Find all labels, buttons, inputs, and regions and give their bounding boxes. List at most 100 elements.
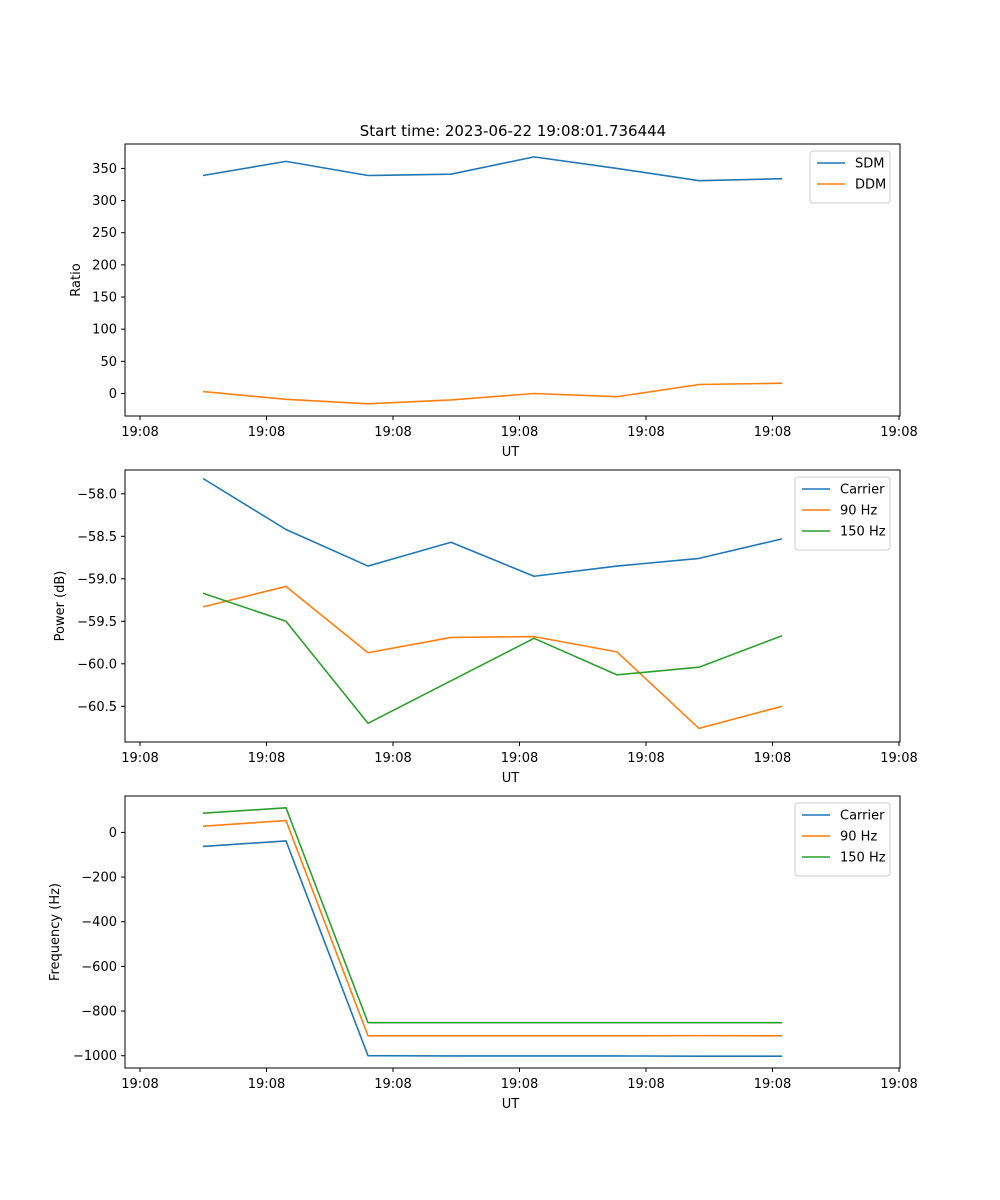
data-point-sdm <box>202 174 204 176</box>
x-tick-label: 19:08 <box>501 751 538 766</box>
data-point-150-hz <box>698 1021 700 1023</box>
data-point-ddm <box>202 390 204 392</box>
data-point-carrier <box>202 845 204 847</box>
y-axis-label: Frequency (Hz) <box>48 883 63 981</box>
axes-frame <box>124 143 901 417</box>
data-point-150-hz <box>616 674 618 676</box>
legend-label-ddm: DDM <box>855 178 886 193</box>
x-tick-label: 19:08 <box>627 425 664 440</box>
data-point-carrier <box>450 1055 452 1057</box>
legend-label-carrier: Carrier <box>840 483 885 498</box>
data-point-150-hz <box>616 1021 618 1023</box>
x-tick-label: 19:08 <box>754 425 791 440</box>
series-line-150-hz <box>202 592 783 725</box>
x-tick-label: 19:08 <box>374 1077 411 1092</box>
data-point-90-hz <box>533 1035 535 1037</box>
data-point-carrier <box>202 477 204 479</box>
data-point-150-hz <box>533 1021 535 1023</box>
data-point-carrier <box>698 1055 700 1057</box>
data-point-carrier <box>533 575 535 577</box>
x-tick-label: 19:08 <box>627 751 664 766</box>
series-line-carrier <box>202 477 783 578</box>
data-point-carrier <box>781 538 783 540</box>
data-point-90-hz <box>285 819 287 821</box>
series-line-carrier <box>202 840 782 1057</box>
data-point-sdm <box>616 167 618 169</box>
x-axis-label: UT <box>502 445 520 460</box>
x-tick-label: 19:08 <box>501 1077 538 1092</box>
y-tick-label: 200 <box>92 258 117 273</box>
data-point-carrier <box>285 840 287 842</box>
series-line-ddm <box>202 382 783 405</box>
panels: 0 50 100 150 200 250 300 350 19:08 19:08 19:08 19:0… <box>48 143 918 1112</box>
data-point-150-hz <box>285 807 287 809</box>
legend-label-sdm: SDM <box>855 157 884 172</box>
data-point-sdm <box>285 160 287 162</box>
data-point-ddm <box>367 403 369 405</box>
y-tick-label: −58.5 <box>77 530 117 545</box>
chart-panel-2: −58.0 −58.5 −59.0 −59.5 −60.0 −60.5 19:08 19:08… <box>53 469 918 786</box>
data-point-carrier <box>450 541 452 543</box>
y-tick-label: 150 <box>92 291 117 306</box>
y-tick-label: 350 <box>92 162 117 177</box>
x-tick-label: 19:08 <box>121 425 158 440</box>
data-point-carrier <box>781 1055 783 1057</box>
y-tick-label: −60.0 <box>77 657 117 672</box>
axes-frame <box>124 469 901 743</box>
data-point-carrier <box>616 565 618 567</box>
y-tick-label: 0 <box>109 826 117 841</box>
axes-frame <box>124 795 901 1069</box>
y-tick-label: 0 <box>109 387 117 402</box>
data-point-ddm <box>616 396 618 398</box>
data-point-ddm <box>533 392 535 394</box>
data-point-150-hz <box>202 592 204 594</box>
legend-label-90-hz: 90 Hz <box>840 504 877 519</box>
data-point-90-hz <box>202 825 204 827</box>
y-tick-label: −59.0 <box>77 572 117 587</box>
data-point-ddm <box>698 383 700 385</box>
y-tick-label: −59.5 <box>77 615 117 630</box>
data-point-90-hz <box>202 606 204 608</box>
data-point-sdm <box>450 173 452 175</box>
data-point-90-hz <box>698 727 700 729</box>
x-tick-label: 19:08 <box>248 1077 285 1092</box>
y-tick-label: −800 <box>81 1005 117 1020</box>
data-point-ddm <box>450 399 452 401</box>
x-tick-label: 19:08 <box>754 1077 791 1092</box>
series-line-150-hz <box>202 807 782 1024</box>
y-tick-label: −400 <box>81 915 117 930</box>
data-point-carrier <box>533 1055 535 1057</box>
y-tick-label: 50 <box>100 355 117 370</box>
data-point-sdm <box>533 156 535 158</box>
data-point-carrier <box>367 1055 369 1057</box>
data-point-90-hz <box>698 1034 700 1036</box>
x-tick-label: 19:08 <box>627 1077 664 1092</box>
data-point-90-hz <box>367 652 369 654</box>
y-axis-label: Ratio <box>69 263 84 296</box>
data-point-150-hz <box>202 812 204 814</box>
data-point-150-hz <box>450 680 452 682</box>
x-axis-label: UT <box>502 1097 520 1112</box>
legend-label-150-hz: 150 Hz <box>840 851 886 866</box>
y-axis-label: Power (dB) <box>53 571 68 642</box>
y-tick-label: −58.0 <box>77 487 117 502</box>
data-point-90-hz <box>450 636 452 638</box>
x-tick-label: 19:08 <box>880 425 917 440</box>
data-point-150-hz <box>450 1021 452 1023</box>
data-point-150-hz <box>533 637 535 639</box>
x-tick-label: 19:08 <box>501 425 538 440</box>
series-line-sdm <box>202 156 783 182</box>
x-axis-label: UT <box>502 771 520 786</box>
data-point-150-hz <box>781 635 783 637</box>
x-tick-label: 19:08 <box>374 751 411 766</box>
series-line-90-hz <box>202 585 783 730</box>
data-point-150-hz <box>367 1021 369 1023</box>
series-line-90-hz <box>202 819 783 1037</box>
x-tick-label: 19:08 <box>754 751 791 766</box>
data-point-90-hz <box>616 1035 618 1037</box>
data-point-150-hz <box>781 1021 783 1023</box>
y-tick-label: 300 <box>92 194 117 209</box>
data-point-90-hz <box>450 1035 452 1037</box>
data-point-sdm <box>698 179 700 181</box>
legend-label-150-hz: 150 Hz <box>840 525 886 540</box>
